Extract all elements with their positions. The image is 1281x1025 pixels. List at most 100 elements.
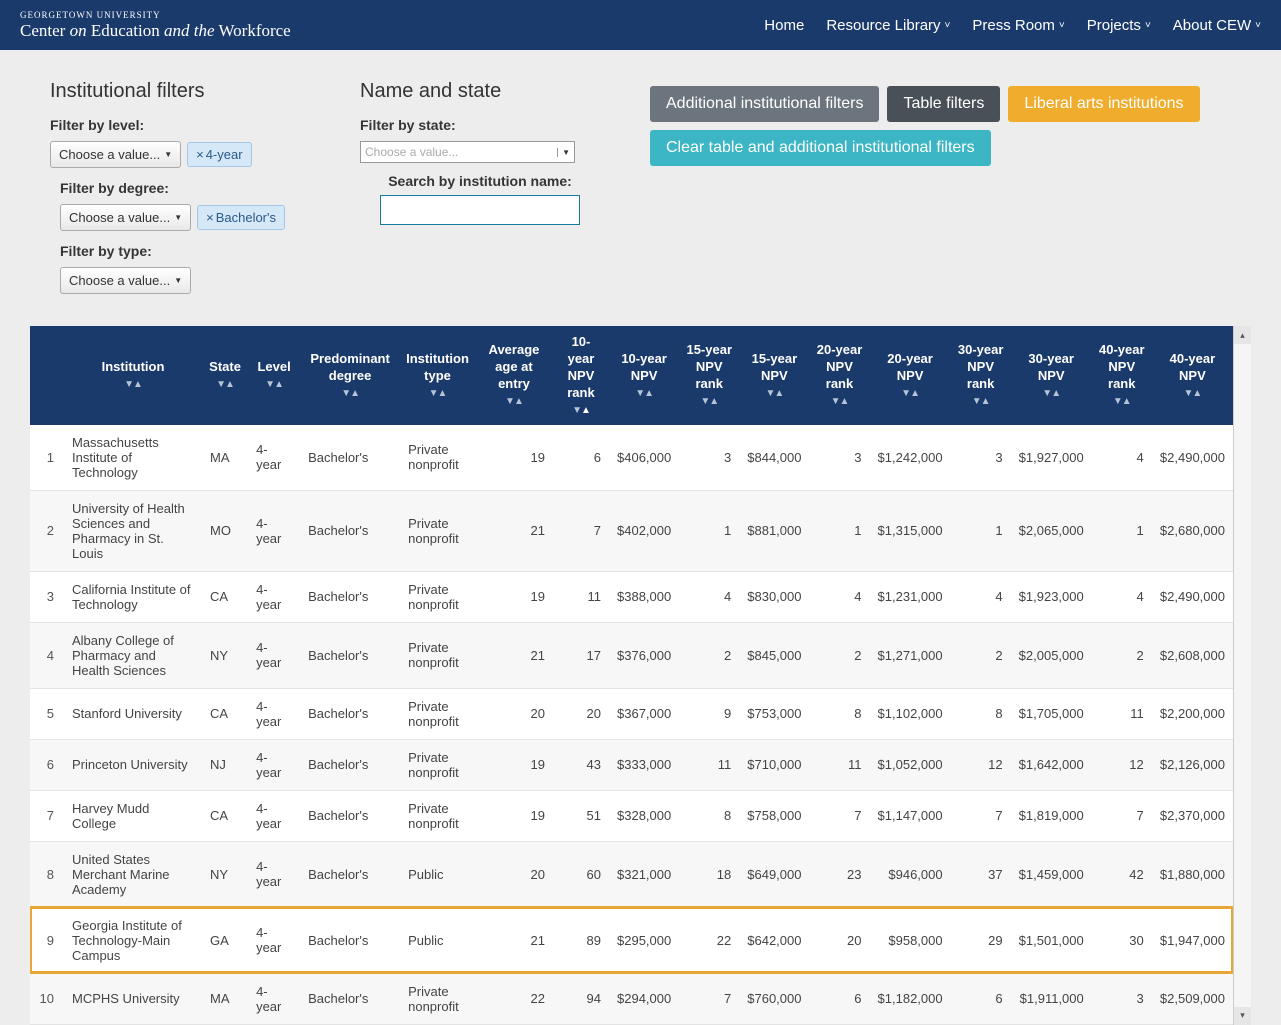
col-header[interactable]: 40-year NPV rank▼▲: [1092, 326, 1152, 425]
col-header[interactable]: 10-year NPV rank▼▲: [553, 326, 609, 425]
sort-icon[interactable]: ▼▲: [615, 387, 673, 400]
brand[interactable]: GEORGETOWN UNIVERSITY Center on Educatio…: [20, 11, 291, 39]
sort-icon[interactable]: ▼▲: [1098, 395, 1146, 408]
sort-icon[interactable]: ▼▲: [745, 387, 803, 400]
nav-home[interactable]: Home: [764, 17, 804, 34]
table-row[interactable]: 10MCPHS UniversityMA4-yearBachelor'sPriv…: [30, 973, 1233, 1024]
nav-projects[interactable]: Projects˅: [1087, 17, 1151, 34]
sort-icon[interactable]: ▼▲: [876, 387, 945, 400]
col-header[interactable]: Institution type▼▲: [400, 326, 475, 425]
table-cell: 1: [1092, 490, 1152, 571]
table-cell: 3: [1092, 973, 1152, 1024]
name-state-col: Name and state Filter by state: Choose a…: [360, 80, 600, 225]
scroll-track[interactable]: [1234, 344, 1251, 1007]
table-cell: $321,000: [609, 841, 679, 907]
table-cell: Princeton University: [64, 739, 202, 790]
sort-icon[interactable]: ▼▲: [254, 378, 294, 391]
table-row[interactable]: 6Princeton UniversityNJ4-yearBachelor'sP…: [30, 739, 1233, 790]
sort-icon[interactable]: ▼▲: [306, 387, 394, 400]
sort-icon[interactable]: ▼▲: [559, 404, 603, 417]
level-tag[interactable]: × 4-year: [187, 142, 251, 167]
nav-about-cew[interactable]: About CEW˅: [1173, 17, 1261, 34]
search-input[interactable]: [380, 195, 580, 225]
table-cell: $1,501,000: [1011, 907, 1092, 973]
degree-tag[interactable]: × Bachelor's: [197, 205, 285, 230]
table-cell: NY: [202, 622, 248, 688]
scroll-down-icon[interactable]: ▾: [1234, 1007, 1251, 1025]
col-header[interactable]: 20-year NPV rank▼▲: [810, 326, 870, 425]
sort-icon[interactable]: ▼▲: [957, 395, 1005, 408]
table-cell: 43: [553, 739, 609, 790]
table-cell: 37: [951, 841, 1011, 907]
table-cell: Bachelor's: [300, 739, 400, 790]
table-cell: $1,242,000: [870, 425, 951, 491]
table-cell: Private nonprofit: [400, 490, 475, 571]
table-cell: $2,509,000: [1152, 973, 1233, 1024]
table-cell: 11: [1092, 688, 1152, 739]
sort-icon[interactable]: ▼▲: [406, 387, 469, 400]
table-cell: $1,923,000: [1011, 571, 1092, 622]
col-header[interactable]: 40-year NPV▼▲: [1152, 326, 1233, 425]
table-cell: 19: [475, 739, 553, 790]
liberal-arts-button[interactable]: Liberal arts institutions: [1008, 86, 1199, 122]
table-cell: 30: [1092, 907, 1152, 973]
table-cell: $760,000: [739, 973, 809, 1024]
sort-icon[interactable]: ▼▲: [816, 395, 864, 408]
additional-filters-button[interactable]: Additional institutional filters: [650, 86, 879, 122]
table-cell: 6: [810, 973, 870, 1024]
table-cell: 4-year: [248, 973, 300, 1024]
degree-dropdown[interactable]: Choose a value...▼: [60, 204, 191, 231]
col-header[interactable]: 30-year NPV rank▼▲: [951, 326, 1011, 425]
col-header[interactable]: Predominant degree▼▲: [300, 326, 400, 425]
clear-filters-button[interactable]: Clear table and additional institutional…: [650, 130, 991, 166]
close-icon: ×: [196, 147, 204, 162]
table-cell: 9: [679, 688, 739, 739]
table-scroll[interactable]: Institution▼▲State▼▲Level▼▲Predominant d…: [30, 326, 1233, 1025]
nav-resource-library[interactable]: Resource Library˅: [826, 17, 950, 34]
col-header[interactable]: 15-year NPV▼▲: [739, 326, 809, 425]
table-row[interactable]: 8United States Merchant Marine AcademyNY…: [30, 841, 1233, 907]
table-cell: $758,000: [739, 790, 809, 841]
sort-icon[interactable]: ▼▲: [1017, 387, 1086, 400]
table-row[interactable]: 3California Institute of TechnologyCA4-y…: [30, 571, 1233, 622]
vertical-scrollbar[interactable]: ▴ ▾: [1233, 326, 1251, 1025]
col-header[interactable]: 10-year NPV▼▲: [609, 326, 679, 425]
col-header[interactable]: 20-year NPV▼▲: [870, 326, 951, 425]
col-header[interactable]: Level▼▲: [248, 326, 300, 425]
state-select[interactable]: Choose a value... ▼: [360, 141, 575, 163]
col-header[interactable]: Average age at entry▼▲: [475, 326, 553, 425]
table-row[interactable]: 5Stanford UniversityCA4-yearBachelor'sPr…: [30, 688, 1233, 739]
table-cell: $1,271,000: [870, 622, 951, 688]
table-cell: 4-year: [248, 790, 300, 841]
table-cell: $1,231,000: [870, 571, 951, 622]
col-header[interactable]: 30-year NPV▼▲: [1011, 326, 1092, 425]
sort-icon[interactable]: ▼▲: [1158, 387, 1227, 400]
table-cell: 5: [30, 688, 64, 739]
table-cell: Bachelor's: [300, 425, 400, 491]
col-header[interactable]: 15-year NPV rank▼▲: [679, 326, 739, 425]
table-cell: 4-year: [248, 841, 300, 907]
sort-icon[interactable]: ▼▲: [208, 378, 242, 391]
nav-press-room[interactable]: Press Room˅: [972, 17, 1064, 34]
col-header[interactable]: Institution▼▲: [64, 326, 202, 425]
table-cell: MA: [202, 973, 248, 1024]
table-cell: NJ: [202, 739, 248, 790]
results-table: Institution▼▲State▼▲Level▼▲Predominant d…: [30, 326, 1233, 1025]
col-header[interactable]: [30, 326, 64, 425]
sort-icon[interactable]: ▼▲: [481, 395, 547, 408]
table-cell: Stanford University: [64, 688, 202, 739]
sort-icon[interactable]: ▼▲: [70, 378, 196, 391]
type-dropdown[interactable]: Choose a value...▼: [60, 267, 191, 294]
table-cell: 3: [951, 425, 1011, 491]
sort-icon[interactable]: ▼▲: [685, 395, 733, 408]
table-row[interactable]: 2University of Health Sciences and Pharm…: [30, 490, 1233, 571]
table-row[interactable]: 4Albany College of Pharmacy and Health S…: [30, 622, 1233, 688]
table-row[interactable]: 9Georgia Institute of Technology-Main Ca…: [30, 907, 1233, 973]
table-row[interactable]: 7Harvey Mudd CollegeCA4-yearBachelor'sPr…: [30, 790, 1233, 841]
level-dropdown[interactable]: Choose a value...▼: [50, 141, 181, 168]
table-row[interactable]: 1Massachusetts Institute of TechnologyMA…: [30, 425, 1233, 491]
scroll-up-icon[interactable]: ▴: [1234, 326, 1251, 344]
table-filters-button[interactable]: Table filters: [887, 86, 1000, 122]
table-cell: $649,000: [739, 841, 809, 907]
col-header[interactable]: State▼▲: [202, 326, 248, 425]
